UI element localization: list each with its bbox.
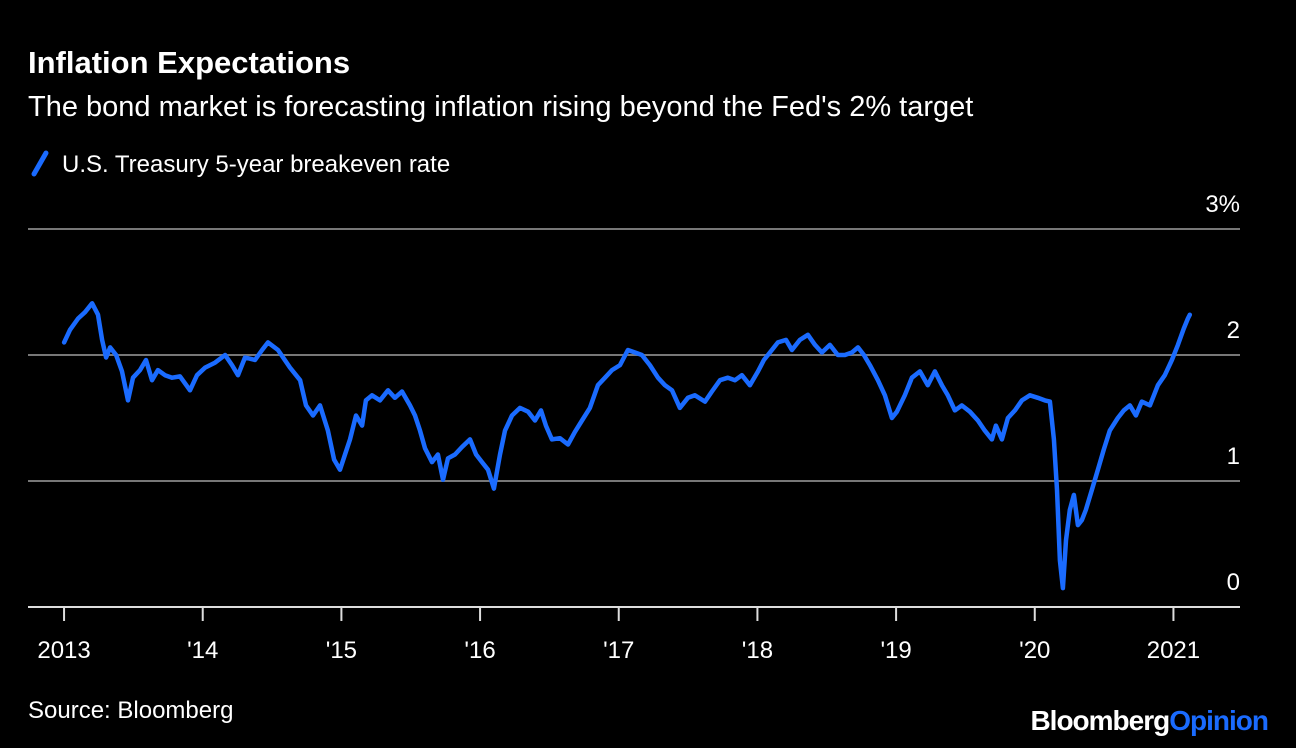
y-tick-label: 0: [1227, 569, 1240, 596]
x-tick-label: '15: [326, 637, 357, 664]
x-tick-label: '20: [1019, 637, 1050, 664]
chart-title: Inflation Expectations: [28, 45, 350, 80]
line: [61, 301, 1193, 591]
y-tick-label: 2: [1227, 317, 1240, 344]
x-tick-label: '18: [742, 637, 773, 664]
x-tick-label: '19: [880, 637, 911, 664]
logo-section: Opinion: [1169, 705, 1268, 736]
chart-subtitle: The bond market is forecasting inflation…: [28, 91, 973, 123]
legend-label: U.S. Treasury 5-year breakeven rate: [62, 151, 450, 178]
x-tick-label: '17: [603, 637, 634, 664]
source: Source: Bloomberg: [28, 697, 233, 724]
y-tick-label: 1: [1227, 443, 1240, 470]
x-tick-label: 2021: [1147, 637, 1200, 664]
x-tick-label: '16: [464, 637, 495, 664]
legend-swatch: [31, 150, 49, 177]
logo-brand: Bloomberg: [1030, 705, 1169, 736]
x-tick-label: '14: [187, 637, 218, 664]
x-tick-label: 2013: [37, 637, 90, 664]
y-tick-label: 3%: [1205, 191, 1240, 218]
logo: BloombergOpinion: [1030, 705, 1268, 736]
